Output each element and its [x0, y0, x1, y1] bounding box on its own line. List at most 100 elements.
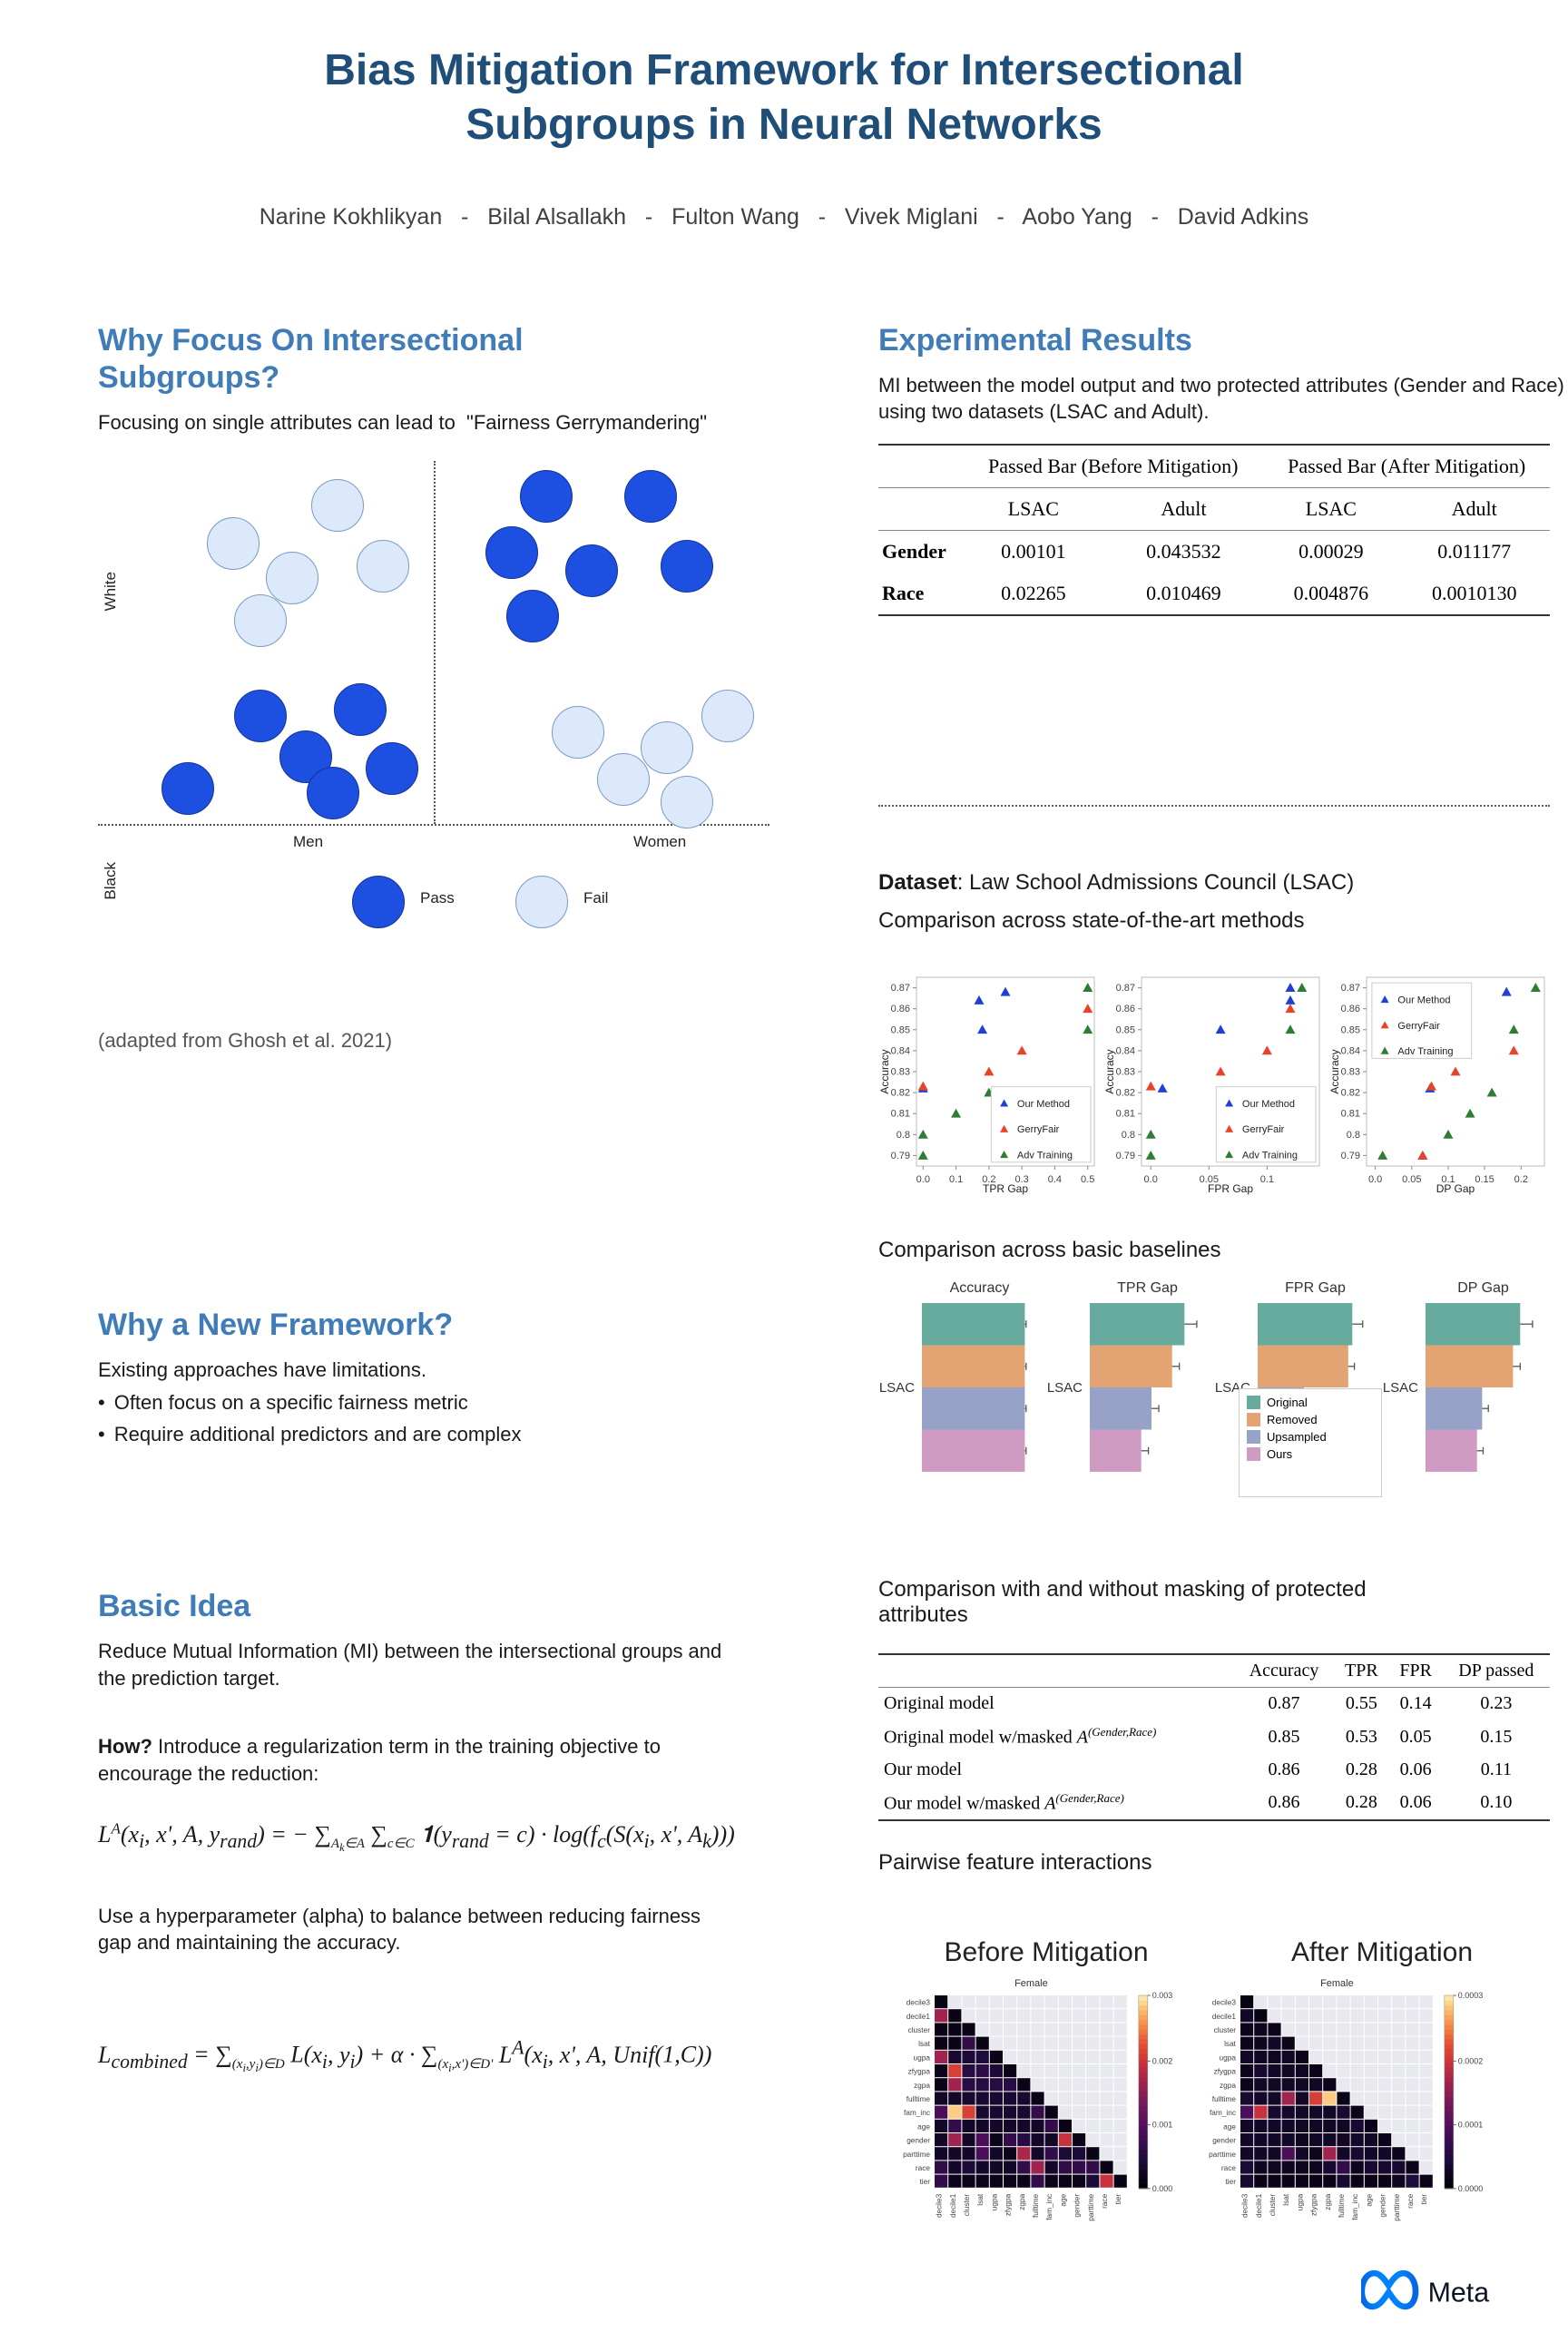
svg-text:0.8: 0.8 [1122, 1130, 1135, 1141]
svg-text:ugpa: ugpa [1219, 2053, 1236, 2063]
svg-text:Adv Training: Adv Training [1017, 1151, 1073, 1161]
svg-text:0.79: 0.79 [1341, 1151, 1360, 1161]
svg-text:0.4: 0.4 [1048, 1174, 1062, 1185]
svg-text:tier: tier [1113, 2194, 1122, 2205]
svg-text:age: age [1058, 2194, 1067, 2207]
svg-text:0.87: 0.87 [1116, 983, 1135, 994]
svg-text:0.85: 0.85 [1341, 1024, 1360, 1035]
svg-text:lsat: lsat [1224, 2040, 1237, 2049]
svg-text:zfygpa: zfygpa [1308, 2194, 1318, 2217]
svg-text:Accuracy: Accuracy [878, 1049, 891, 1093]
svg-text:decile1: decile1 [1254, 2194, 1263, 2219]
svg-text:parttime: parttime [903, 2150, 930, 2159]
svg-text:decile3: decile3 [906, 1998, 931, 2007]
svg-text:DP Gap: DP Gap [1457, 1280, 1509, 1296]
svg-text:0.0000: 0.0000 [1458, 2184, 1483, 2193]
svg-text:parttime: parttime [1392, 2194, 1401, 2221]
svg-text:0.81: 0.81 [1116, 1109, 1135, 1120]
svg-text:ugpa: ugpa [1295, 2194, 1304, 2211]
svg-text:decile3: decile3 [935, 2194, 944, 2219]
svg-text:ugpa: ugpa [914, 2053, 931, 2063]
svg-text:GerryFair: GerryFair [1397, 1021, 1440, 1032]
svg-text:gender: gender [1073, 2194, 1082, 2218]
svg-text:0.84: 0.84 [1116, 1046, 1135, 1057]
svg-text:0.83: 0.83 [1341, 1067, 1360, 1078]
svg-text:0.87: 0.87 [891, 983, 910, 994]
svg-text:GerryFair: GerryFair [1242, 1124, 1285, 1135]
svg-text:gender: gender [1212, 2136, 1236, 2145]
svg-text:gender: gender [906, 2136, 930, 2145]
svg-text:Female: Female [1014, 1978, 1048, 1989]
svg-text:0.86: 0.86 [891, 1004, 910, 1014]
svg-text:0.79: 0.79 [1116, 1151, 1135, 1161]
svg-text:0.002: 0.002 [1152, 2057, 1172, 2066]
svg-text:race: race [1100, 2194, 1109, 2210]
svg-text:zgpa: zgpa [914, 2081, 930, 2090]
svg-text:race: race [1406, 2194, 1415, 2210]
svg-text:0.0003: 0.0003 [1458, 1991, 1483, 2000]
svg-text:Accuracy: Accuracy [950, 1280, 1010, 1296]
svg-text:0.79: 0.79 [891, 1151, 910, 1161]
svg-text:0.5: 0.5 [1081, 1174, 1094, 1185]
svg-text:LSAC: LSAC [879, 1380, 915, 1396]
svg-text:0.8: 0.8 [1347, 1130, 1360, 1141]
svg-text:Female: Female [1320, 1978, 1354, 1989]
svg-text:cluster: cluster [1213, 2025, 1236, 2034]
svg-text:0.05: 0.05 [1402, 1174, 1421, 1185]
svg-text:zfygpa: zfygpa [1004, 2194, 1013, 2217]
svg-text:decile1: decile1 [906, 2012, 931, 2021]
svg-text:0.003: 0.003 [1152, 1991, 1172, 2000]
svg-text:TPR Gap: TPR Gap [983, 1182, 1028, 1195]
svg-text:0.0: 0.0 [916, 1174, 930, 1185]
svg-text:0.0001: 0.0001 [1458, 2121, 1483, 2130]
svg-text:zfygpa: zfygpa [908, 2067, 931, 2076]
svg-text:lsat: lsat [1281, 2194, 1290, 2207]
svg-text:fam_inc: fam_inc [1044, 2194, 1054, 2220]
svg-text:0.2: 0.2 [1514, 1174, 1528, 1185]
svg-text:LSAC: LSAC [1047, 1380, 1083, 1396]
svg-text:fulltime: fulltime [1031, 2194, 1040, 2219]
svg-text:0.83: 0.83 [1116, 1067, 1135, 1078]
svg-text:0.001: 0.001 [1152, 2121, 1172, 2130]
svg-text:decile3: decile3 [1240, 2194, 1249, 2219]
svg-text:tier: tier [1225, 2178, 1236, 2187]
svg-text:TPR Gap: TPR Gap [1117, 1280, 1178, 1296]
svg-text:race: race [916, 2163, 931, 2172]
svg-text:zgpa: zgpa [1323, 2194, 1332, 2210]
svg-text:age: age [1223, 2122, 1236, 2132]
svg-text:LSAC: LSAC [1383, 1380, 1418, 1396]
svg-text:0.15: 0.15 [1475, 1174, 1494, 1185]
svg-text:GerryFair: GerryFair [1017, 1124, 1060, 1135]
svg-text:0.86: 0.86 [1116, 1004, 1135, 1014]
svg-text:race: race [1221, 2163, 1237, 2172]
svg-text:decile3: decile3 [1212, 1998, 1237, 2007]
svg-text:gender: gender [1377, 2194, 1387, 2218]
svg-text:fulltime: fulltime [906, 2094, 931, 2103]
svg-text:Accuracy: Accuracy [1103, 1049, 1116, 1093]
svg-text:DP Gap: DP Gap [1436, 1182, 1475, 1195]
svg-text:lsat: lsat [918, 2040, 931, 2049]
svg-text:decile1: decile1 [948, 2194, 957, 2219]
svg-text:0.82: 0.82 [891, 1088, 910, 1099]
svg-text:0.0: 0.0 [1368, 1174, 1382, 1185]
svg-text:fam_inc: fam_inc [904, 2109, 930, 2118]
svg-text:ugpa: ugpa [989, 2194, 998, 2211]
svg-text:Meta: Meta [1428, 2277, 1490, 2308]
svg-text:FPR Gap: FPR Gap [1208, 1182, 1253, 1195]
svg-text:0.85: 0.85 [1116, 1024, 1135, 1035]
svg-text:0.1: 0.1 [949, 1174, 963, 1185]
svg-text:Adv Training: Adv Training [1242, 1151, 1298, 1161]
svg-text:fam_inc: fam_inc [1210, 2109, 1236, 2118]
svg-text:cluster: cluster [962, 2194, 971, 2217]
svg-text:0.0: 0.0 [1144, 1174, 1158, 1185]
svg-text:0.000: 0.000 [1152, 2184, 1172, 2193]
svg-text:zgpa: zgpa [1220, 2081, 1236, 2090]
svg-text:0.81: 0.81 [891, 1109, 910, 1120]
svg-text:tier: tier [919, 2178, 930, 2187]
svg-text:fam_inc: fam_inc [1350, 2194, 1359, 2220]
svg-text:0.87: 0.87 [1341, 983, 1360, 994]
svg-text:0.0002: 0.0002 [1458, 2057, 1483, 2066]
svg-text:Adv Training: Adv Training [1397, 1046, 1453, 1057]
svg-text:fulltime: fulltime [1337, 2194, 1346, 2219]
svg-text:0.86: 0.86 [1341, 1004, 1360, 1014]
